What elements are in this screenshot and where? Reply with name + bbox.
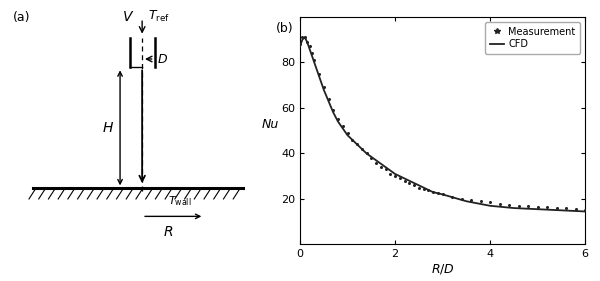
Text: (b): (b): [276, 22, 294, 35]
Text: $H$: $H$: [101, 121, 113, 135]
Text: $T_{\rm ref}$: $T_{\rm ref}$: [148, 9, 170, 24]
Text: $V$: $V$: [122, 10, 134, 24]
Text: (a): (a): [13, 11, 31, 24]
Text: $T_{\rm wall}$: $T_{\rm wall}$: [169, 194, 192, 208]
Y-axis label: Nu: Nu: [261, 118, 278, 131]
Legend: Measurement, CFD: Measurement, CFD: [485, 22, 580, 54]
X-axis label: $R/D$: $R/D$: [431, 262, 454, 276]
Text: $R$: $R$: [163, 225, 173, 239]
Text: $D$: $D$: [157, 53, 169, 65]
